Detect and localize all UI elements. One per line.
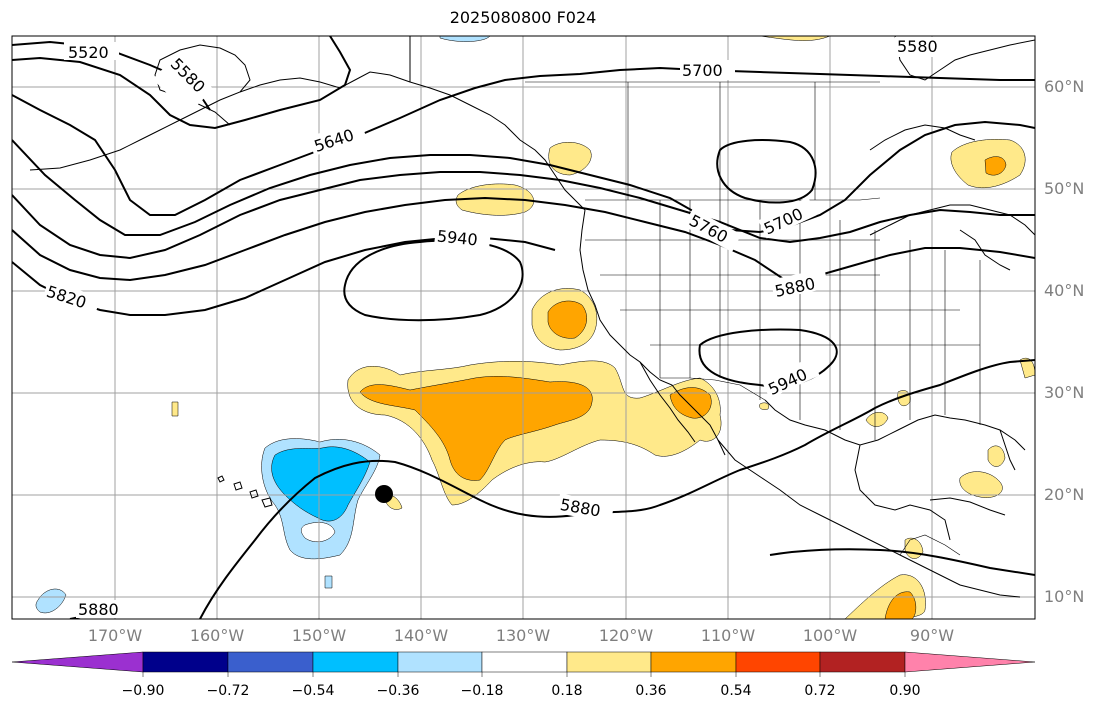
colorbar-tick-label: 0.54 [720, 683, 752, 699]
colorbar-tick-label: −0.36 [376, 683, 420, 699]
colorbar-segment [481, 651, 568, 673]
latitude-label: 40°N [1044, 281, 1085, 300]
colorbar-tick-label: −0.72 [206, 683, 250, 699]
colorbar-tick-label: 0.18 [551, 683, 583, 699]
colorbar-tick-label: 0.90 [889, 683, 921, 699]
colorbar-segment [566, 651, 652, 673]
contour-label: 5520 [68, 43, 109, 62]
colorbar-tick-label: 0.72 [804, 683, 836, 699]
latitude-label: 20°N [1044, 485, 1085, 504]
longitude-label: 100°W [802, 626, 858, 645]
contour-label: 5940 [436, 226, 478, 249]
map-frame [11, 35, 1036, 620]
coastlines [29, 36, 1035, 598]
latitude-label: 30°N [1044, 383, 1085, 402]
colorbar-segment [227, 651, 314, 673]
latitude-label: 60°N [1044, 77, 1085, 96]
storm-position-marker [375, 485, 393, 503]
negative-anomaly-shading [35, 36, 491, 614]
longitude-label: 150°W [291, 626, 347, 645]
longitude-label: 160°W [189, 626, 245, 645]
contour-labels: 5520 5580 5640 5700 5580 5700 5760 5940 … [42, 37, 950, 619]
graticule [12, 36, 1035, 619]
latitude-label: 50°N [1044, 179, 1085, 198]
longitude-label: 140°W [393, 626, 449, 645]
longitude-label: 130°W [495, 626, 551, 645]
colorbar-tick-label: −0.18 [460, 683, 504, 699]
longitude-label: 170°W [87, 626, 143, 645]
longitude-label: 110°W [700, 626, 756, 645]
colorbar-extend-high [904, 651, 1036, 673]
colorbar-tick-label: 0.36 [635, 683, 667, 699]
positive-anomaly-shading [171, 36, 1035, 619]
colorbar-tick-label: −0.54 [291, 683, 335, 699]
latitude-label: 10°N [1044, 587, 1085, 606]
longitude-label: 90°W [909, 626, 955, 645]
map-title: 2025080800 F024 [449, 8, 597, 27]
colorbar-segment [142, 651, 229, 673]
longitude-label: 120°W [598, 626, 654, 645]
colorbar-tick-label: −0.90 [121, 683, 165, 699]
colorbar-segment [397, 651, 483, 673]
colorbar-extend-low [11, 651, 144, 673]
colorbar-segment [819, 651, 906, 673]
contour-label: 5580 [897, 37, 938, 56]
height-contours [12, 36, 1035, 619]
colorbar-segment [735, 651, 821, 673]
contour-label: 5880 [78, 600, 119, 619]
colorbar [11, 651, 1036, 677]
colorbar-segment [650, 651, 737, 673]
colorbar-segment [312, 651, 399, 673]
contour-label: 5700 [682, 61, 723, 80]
